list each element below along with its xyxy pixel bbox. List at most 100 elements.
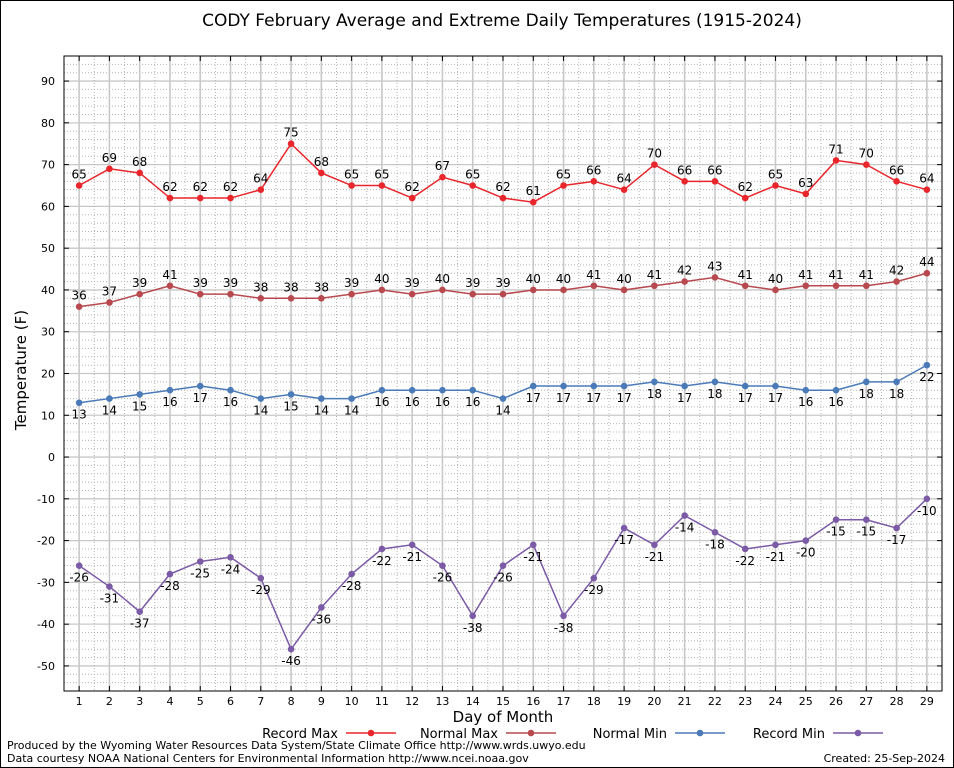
data-label: -21 [645, 550, 665, 564]
data-label: 16 [405, 395, 420, 409]
data-label: 38 [253, 280, 268, 294]
y-tick-label: -10 [37, 493, 55, 506]
data-label: 65 [556, 168, 571, 182]
data-point [923, 186, 931, 193]
data-point [560, 382, 567, 390]
data-label: 40 [556, 272, 571, 286]
data-point [136, 608, 143, 615]
data-point [378, 386, 386, 394]
data-point [378, 182, 386, 189]
data-point [711, 274, 719, 281]
data-point [893, 178, 900, 185]
x-tick-label: 23 [738, 695, 752, 708]
data-point [106, 583, 113, 590]
data-label: 62 [223, 180, 238, 194]
data-point [529, 541, 537, 549]
data-point [196, 194, 204, 202]
data-point [802, 282, 810, 290]
data-label: -20 [796, 546, 816, 560]
data-point [196, 558, 204, 565]
data-label: 41 [859, 268, 874, 282]
x-tick-label: 29 [920, 695, 934, 708]
data-label: 40 [374, 272, 389, 286]
data-point [620, 524, 628, 532]
x-tick-label: 18 [587, 695, 601, 708]
data-label: -37 [130, 617, 150, 631]
data-point [741, 282, 749, 290]
data-point [772, 182, 779, 189]
data-point [802, 386, 810, 394]
data-label: 65 [374, 168, 389, 182]
x-tick-label: 24 [768, 695, 782, 708]
data-label: -38 [554, 621, 574, 635]
data-label: 14 [344, 404, 359, 418]
data-label: -10 [917, 504, 937, 518]
data-label: 17 [193, 391, 208, 405]
data-label: -38 [463, 621, 483, 635]
data-label: 39 [193, 276, 208, 290]
data-point [106, 299, 113, 306]
data-point [348, 290, 355, 298]
data-point [227, 554, 234, 561]
data-label: 40 [768, 272, 783, 286]
data-label: 40 [435, 272, 450, 286]
x-tick-label: 14 [466, 695, 480, 708]
data-point [560, 182, 567, 189]
x-tick-label: 28 [890, 695, 904, 708]
x-axis-label: Day of Month [453, 708, 554, 726]
data-label: 17 [616, 391, 631, 405]
data-point [257, 295, 265, 302]
data-label: 68 [314, 155, 329, 169]
data-point [711, 378, 719, 386]
data-point [893, 524, 900, 532]
data-label: 18 [859, 387, 874, 401]
legend-label: Record Min [753, 727, 825, 742]
x-tick-label: 15 [496, 695, 510, 708]
legend-label: Record Max [262, 727, 338, 742]
data-point [651, 541, 658, 549]
y-tick-label: 70 [41, 159, 55, 172]
chart-title: CODY February Average and Extreme Daily … [202, 11, 802, 31]
data-label: -22 [372, 554, 392, 568]
data-point [893, 278, 900, 285]
data-label: 39 [132, 276, 147, 290]
data-label: 41 [738, 268, 753, 282]
data-label: 18 [889, 387, 904, 401]
data-label: -21 [523, 550, 543, 564]
data-point [681, 178, 688, 185]
data-label: 14 [495, 404, 510, 418]
data-label: 44 [919, 255, 934, 269]
data-point [741, 382, 749, 390]
data-label: 22 [919, 370, 934, 384]
data-point [348, 395, 355, 402]
data-label: 42 [677, 264, 692, 278]
data-point [832, 386, 840, 394]
data-point [529, 286, 537, 294]
data-label: -29 [251, 583, 271, 597]
data-label: -36 [312, 612, 332, 626]
data-point [439, 286, 446, 294]
data-point [348, 570, 355, 578]
data-label: -14 [675, 521, 695, 535]
data-point [318, 169, 325, 177]
data-point [75, 399, 83, 407]
data-label: -26 [433, 571, 453, 585]
data-point [408, 541, 416, 549]
data-point [620, 286, 628, 294]
data-point [318, 604, 325, 611]
y-axis-label: Temperature (F) [12, 310, 30, 431]
data-label: -26 [493, 571, 513, 585]
data-label: 69 [102, 151, 117, 165]
data-label: 41 [162, 268, 177, 282]
data-point [136, 169, 143, 177]
data-point [681, 512, 688, 519]
data-label: -15 [857, 525, 877, 539]
data-point [75, 303, 83, 310]
series-record-min: -26-31-37-28-25 -24-29-46-36-28-22 -21-26-… [69, 495, 937, 668]
data-point [378, 545, 386, 553]
data-label: -26 [69, 571, 89, 585]
y-tick-label: 60 [41, 200, 55, 213]
data-label: 41 [828, 268, 843, 282]
data-label: 17 [526, 391, 541, 405]
